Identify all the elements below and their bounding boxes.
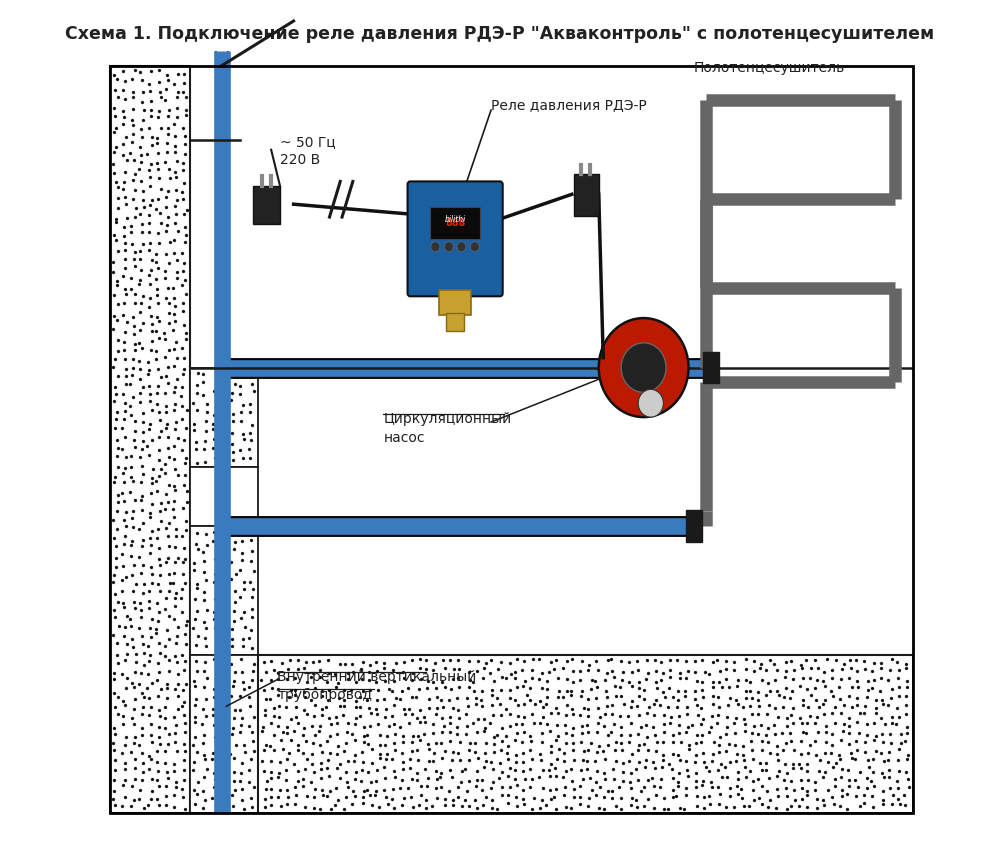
Bar bbox=[446, 313, 464, 331]
Text: Внутренний вертикальный
трубопровод: Внутренний вертикальный трубопровод bbox=[277, 669, 477, 702]
Text: 888: 888 bbox=[445, 218, 465, 228]
Text: Реле давления РДЭ-Р: Реле давления РДЭ-Р bbox=[491, 99, 647, 112]
Text: Циркуляционный
насос: Циркуляционный насос bbox=[383, 412, 512, 445]
Bar bbox=[258, 655, 913, 813]
Text: Схема 1. Подключение реле давления РДЭ-Р "Акваконтроль" с полотенцесушителем: Схема 1. Подключение реле давления РДЭ-Р… bbox=[65, 25, 935, 43]
Circle shape bbox=[599, 318, 688, 417]
Text: ~ 50 Гц
220 В: ~ 50 Гц 220 В bbox=[280, 135, 336, 167]
Text: bilithi: bilithi bbox=[445, 214, 466, 224]
Bar bbox=[253, 186, 280, 224]
Bar bbox=[110, 66, 190, 813]
Bar bbox=[574, 175, 599, 216]
Bar bbox=[703, 351, 719, 383]
Bar bbox=[686, 510, 702, 542]
Bar bbox=[430, 207, 480, 239]
Bar bbox=[439, 291, 471, 315]
Bar bbox=[190, 526, 258, 655]
Text: Полотенцесушитель: Полотенцесушитель bbox=[694, 61, 845, 75]
Circle shape bbox=[638, 389, 663, 417]
Circle shape bbox=[470, 242, 479, 252]
Bar bbox=[190, 655, 258, 813]
Circle shape bbox=[621, 343, 666, 393]
FancyBboxPatch shape bbox=[408, 182, 503, 297]
Bar bbox=[190, 466, 258, 526]
Circle shape bbox=[457, 242, 466, 252]
Circle shape bbox=[431, 242, 440, 252]
Bar bbox=[190, 368, 258, 466]
Bar bbox=[110, 66, 913, 813]
Circle shape bbox=[444, 242, 453, 252]
